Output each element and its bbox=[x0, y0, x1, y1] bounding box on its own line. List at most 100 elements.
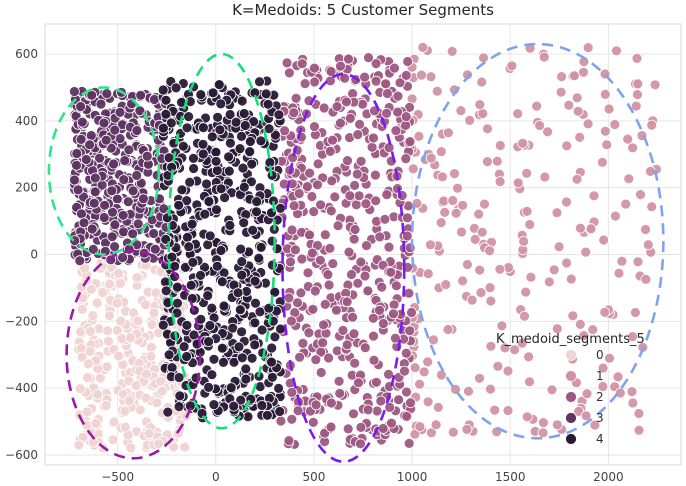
data-point bbox=[78, 217, 90, 229]
data-point bbox=[119, 421, 131, 433]
data-point bbox=[266, 342, 278, 354]
data-point bbox=[176, 184, 188, 196]
data-point bbox=[236, 326, 248, 338]
data-point bbox=[141, 368, 152, 380]
data-point bbox=[307, 303, 319, 315]
data-point bbox=[381, 88, 393, 99]
data-point bbox=[622, 133, 634, 145]
cluster-ellipses bbox=[47, 42, 665, 463]
data-point bbox=[399, 365, 410, 377]
data-point bbox=[118, 174, 130, 186]
data-point bbox=[632, 89, 643, 100]
data-point bbox=[100, 400, 112, 411]
data-point bbox=[649, 79, 661, 91]
data-point bbox=[442, 127, 454, 139]
data-point bbox=[435, 217, 447, 229]
data-point bbox=[230, 116, 242, 128]
data-point bbox=[308, 121, 320, 132]
data-point bbox=[187, 256, 199, 268]
data-point bbox=[431, 85, 443, 97]
data-point bbox=[82, 372, 93, 383]
data-point bbox=[519, 310, 530, 322]
data-point bbox=[261, 409, 273, 421]
data-point bbox=[308, 206, 320, 218]
data-point bbox=[114, 107, 126, 118]
data-point bbox=[578, 66, 589, 78]
data-point bbox=[383, 241, 395, 253]
data-point bbox=[211, 204, 222, 216]
data-point bbox=[119, 405, 131, 417]
data-point bbox=[610, 210, 621, 222]
data-point bbox=[381, 189, 393, 201]
data-point bbox=[74, 255, 86, 267]
data-point bbox=[233, 341, 245, 353]
data-point bbox=[273, 382, 285, 394]
data-point bbox=[217, 356, 229, 368]
data-point bbox=[302, 267, 314, 279]
data-point bbox=[283, 435, 295, 447]
data-point bbox=[469, 233, 481, 245]
data-point bbox=[348, 233, 360, 245]
data-point bbox=[82, 358, 94, 370]
data-point bbox=[131, 272, 143, 283]
data-point bbox=[174, 390, 186, 402]
data-point bbox=[197, 148, 209, 160]
data-point bbox=[293, 188, 305, 199]
data-point bbox=[181, 319, 193, 331]
data-point bbox=[407, 163, 419, 175]
data-point bbox=[439, 206, 451, 218]
data-point bbox=[206, 302, 218, 314]
data-point bbox=[553, 241, 565, 253]
data-point bbox=[289, 244, 301, 256]
data-point bbox=[92, 388, 103, 400]
data-point bbox=[330, 304, 342, 316]
data-point bbox=[484, 282, 496, 294]
legend-marker bbox=[565, 349, 577, 361]
data-point bbox=[244, 146, 256, 158]
data-point bbox=[538, 51, 550, 63]
data-point bbox=[118, 226, 129, 238]
data-point bbox=[286, 413, 298, 425]
data-point bbox=[309, 76, 320, 88]
data-point bbox=[537, 427, 549, 439]
data-point bbox=[85, 130, 97, 141]
data-point bbox=[109, 241, 120, 253]
data-point bbox=[184, 176, 196, 188]
data-point bbox=[355, 421, 367, 433]
data-point bbox=[161, 212, 173, 224]
data-point bbox=[623, 173, 635, 185]
data-point bbox=[524, 376, 535, 388]
data-point bbox=[481, 156, 493, 168]
y-axis-ticks: −600 −400 −200 0 200 400 600 bbox=[5, 47, 38, 462]
data-point bbox=[76, 351, 88, 363]
data-point bbox=[485, 295, 497, 307]
data-point bbox=[262, 98, 274, 110]
data-point bbox=[210, 155, 222, 167]
data-point bbox=[212, 111, 224, 123]
data-point bbox=[310, 399, 322, 411]
data-point bbox=[98, 212, 110, 223]
data-point bbox=[379, 213, 391, 225]
data-point bbox=[225, 382, 237, 394]
data-point bbox=[240, 373, 252, 385]
data-point bbox=[347, 311, 359, 323]
data-point bbox=[578, 330, 590, 342]
data-point bbox=[106, 231, 118, 243]
data-point bbox=[342, 423, 354, 435]
data-point bbox=[538, 417, 549, 429]
data-point bbox=[76, 116, 88, 128]
data-point bbox=[422, 268, 434, 280]
data-point bbox=[292, 405, 304, 417]
data-point bbox=[359, 71, 371, 83]
data-point bbox=[213, 79, 225, 90]
legend-marker bbox=[565, 370, 577, 382]
data-point bbox=[199, 208, 211, 220]
data-point bbox=[71, 159, 82, 171]
data-point bbox=[76, 303, 88, 315]
data-point bbox=[442, 324, 454, 335]
data-point bbox=[117, 252, 128, 263]
data-point bbox=[211, 165, 223, 176]
data-point bbox=[582, 118, 594, 130]
data-point bbox=[286, 224, 298, 236]
data-point bbox=[416, 69, 427, 81]
